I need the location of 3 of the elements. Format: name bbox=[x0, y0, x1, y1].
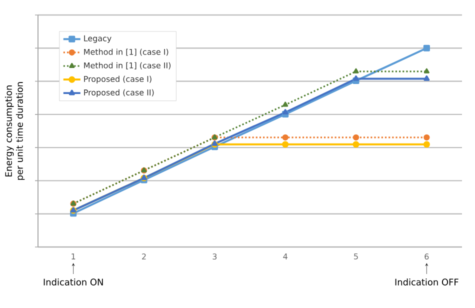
y-axis-title: Energy consumption per unit time duration bbox=[5, 82, 25, 180]
text: Indication ON bbox=[44, 278, 103, 286]
text: Indication OFF bbox=[395, 278, 458, 286]
